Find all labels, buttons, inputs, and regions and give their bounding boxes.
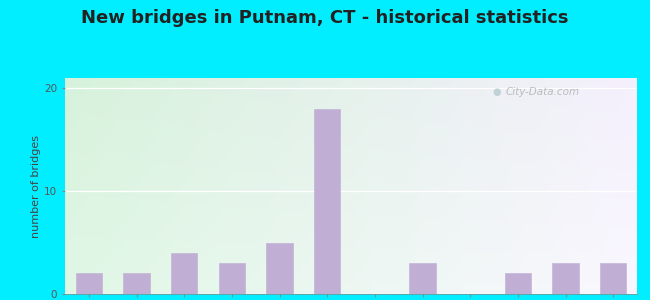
Text: New bridges in Putnam, CT - historical statistics: New bridges in Putnam, CT - historical s… — [81, 9, 569, 27]
Bar — [314, 109, 340, 294]
Text: ●: ● — [493, 87, 501, 97]
Bar — [410, 263, 436, 294]
Bar — [266, 243, 292, 294]
Bar — [171, 253, 198, 294]
Text: City-Data.com: City-Data.com — [506, 87, 580, 97]
Bar — [504, 273, 531, 294]
Bar — [552, 263, 578, 294]
Bar — [218, 263, 245, 294]
Bar — [124, 273, 150, 294]
Bar — [600, 263, 626, 294]
Y-axis label: number of bridges: number of bridges — [31, 134, 42, 238]
Bar — [75, 273, 102, 294]
